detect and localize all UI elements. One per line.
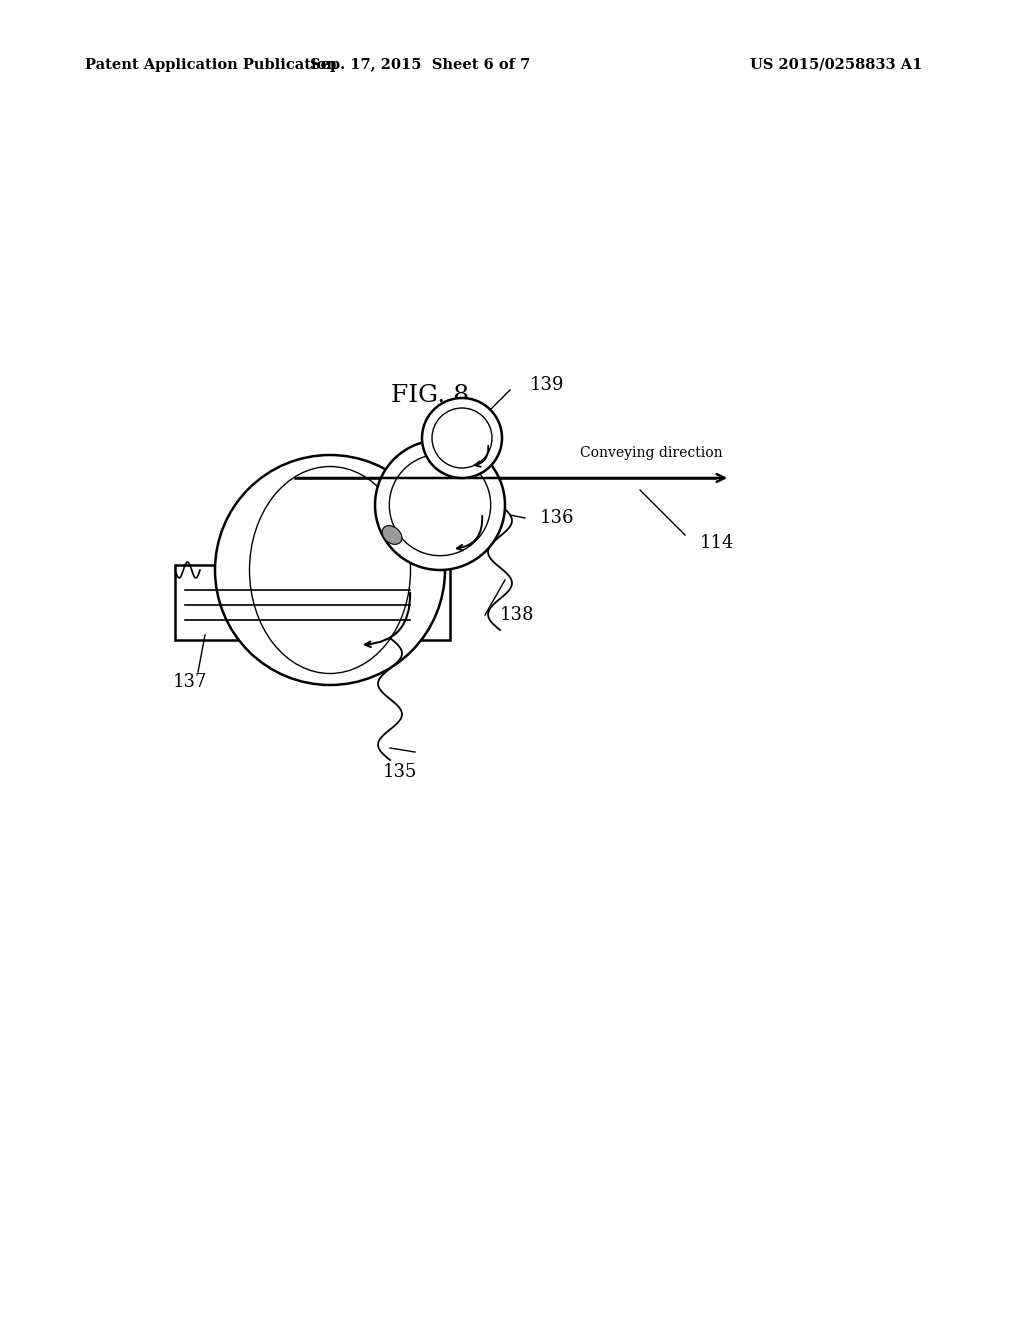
Text: 136: 136: [540, 510, 574, 527]
Text: Conveying direction: Conveying direction: [580, 446, 723, 459]
Text: Sep. 17, 2015  Sheet 6 of 7: Sep. 17, 2015 Sheet 6 of 7: [310, 58, 530, 73]
Text: US 2015/0258833 A1: US 2015/0258833 A1: [750, 58, 923, 73]
Text: FIG. 8: FIG. 8: [391, 384, 469, 407]
Text: 139: 139: [530, 376, 564, 393]
Ellipse shape: [382, 525, 401, 544]
Text: 135: 135: [383, 763, 417, 781]
Circle shape: [375, 440, 505, 570]
Text: 137: 137: [173, 673, 208, 690]
Circle shape: [215, 455, 445, 685]
Text: 114: 114: [700, 535, 734, 552]
Text: Patent Application Publication: Patent Application Publication: [85, 58, 337, 73]
Circle shape: [422, 399, 502, 478]
Text: 138: 138: [500, 606, 535, 624]
Bar: [175, 565, 450, 640]
